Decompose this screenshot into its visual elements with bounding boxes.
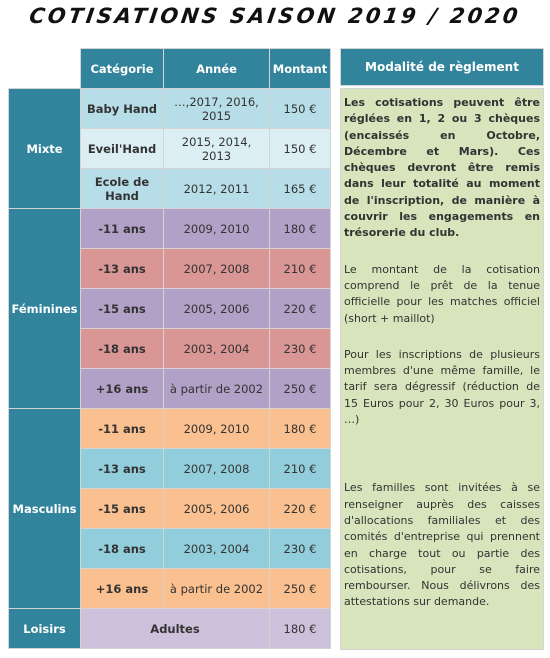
amount-cell: 250 € [269,568,331,609]
category-cell: -13 ans [80,448,164,489]
category-cell: -11 ans [80,208,164,249]
amount-cell: 220 € [269,488,331,529]
table-body: Mixte Baby Hand …,2017, 2016, 2015 150 € Eve… [8,88,331,649]
header-row: Catégorie Année Montant [8,48,331,89]
amount-cell: 180 € [269,608,331,649]
year-cell: 2003, 2004 [163,328,270,369]
amount-cell: 180 € [269,208,331,249]
year-cell: à partir de 2002 [163,568,270,609]
category-cell: Adultes [80,608,270,649]
category-cell: +16 ans [80,568,164,609]
category-cell: -13 ans [80,248,164,289]
amount-cell: 180 € [269,408,331,449]
header-cell: Catégorie [80,48,164,89]
table-row: Eveil'Hand 2015, 2014, 2013 150 € [9,128,331,169]
header-cell: Année [163,48,270,89]
blank-cell [8,48,81,89]
amount-cell: 150 € [269,128,331,169]
panel-paragraph: Les familles sont invitées à se renseign… [344,481,540,609]
category-cell: -15 ans [80,288,164,329]
table-row: -13 ans 2007, 2008 210 € [9,448,331,489]
table-row: +16 ans à partir de 2002 250 € [9,568,331,609]
year-cell: 2015, 2014, 2013 [163,128,270,169]
category-cell: -18 ans [80,528,164,569]
table-row: -18 ans 2003, 2004 230 € [9,528,331,569]
panel-paragraph: Le montant de la cotisation comprend le … [344,262,540,325]
header-cell: Montant [269,48,331,89]
table-row: +16 ans à partir de 2002 250 € [9,368,331,409]
table-row: Masculins -11 ans 2009, 2010 180 € [8,408,331,609]
category-cell: Eveil'Hand [80,128,164,169]
year-cell: 2009, 2010 [163,408,270,449]
table-row: -18 ans 2003, 2004 230 € [9,328,331,369]
category-cell: -15 ans [80,488,164,529]
year-cell: 2003, 2004 [163,528,270,569]
table-row: -15 ans 2005, 2006 220 € [9,288,331,329]
year-cell: 2007, 2008 [163,248,270,289]
payment-panel: Les cotisations peuvent être réglées en … [340,88,544,650]
table-row: Ecole de Hand 2012, 2011 165 € [9,168,331,209]
panel-title: Modalité de règlement [340,48,544,86]
table-row: Mixte Baby Hand …,2017, 2016, 2015 150 € [8,88,331,209]
amount-cell: 220 € [269,288,331,329]
group-cell: Féminines [8,208,81,409]
year-cell: 2012, 2011 [163,168,270,209]
amount-cell: 250 € [269,368,331,409]
panel-paragraph: Les cotisations peuvent être réglées en … [344,96,540,240]
year-cell: …,2017, 2016, 2015 [163,88,270,129]
category-cell: +16 ans [80,368,164,409]
amount-cell: 165 € [269,168,331,209]
amount-cell: 230 € [269,328,331,369]
category-cell: -18 ans [80,328,164,369]
amount-cell: 150 € [269,88,331,129]
year-cell: 2009, 2010 [163,208,270,249]
category-cell: Ecole de Hand [80,168,164,209]
group-cell: Masculins [8,408,81,609]
table-row: Loisirs Adultes 180 € [8,608,331,649]
panel-paragraph: Pour les inscriptions de plusieurs membr… [344,347,540,427]
fee-table: Catégorie Année Montant Mixte Baby Hand …,20… [8,48,331,649]
amount-cell: 210 € [269,448,331,489]
page-title: COTISATIONS SAISON 2019 / 2020 [27,4,523,28]
amount-cell: 210 € [269,248,331,289]
year-cell: à partir de 2002 [163,368,270,409]
group-cell: Loisirs [8,608,81,649]
amount-cell: 230 € [269,528,331,569]
year-cell: 2005, 2006 [163,488,270,529]
year-cell: 2005, 2006 [163,288,270,329]
category-cell: -11 ans [80,408,164,449]
table-row: Féminines -11 ans 2009, 2010 180 € [8,208,331,409]
group-cell: Mixte [8,88,81,209]
table-row: -15 ans 2005, 2006 220 € [9,488,331,529]
category-cell: Baby Hand [80,88,164,129]
year-cell: 2007, 2008 [163,448,270,489]
